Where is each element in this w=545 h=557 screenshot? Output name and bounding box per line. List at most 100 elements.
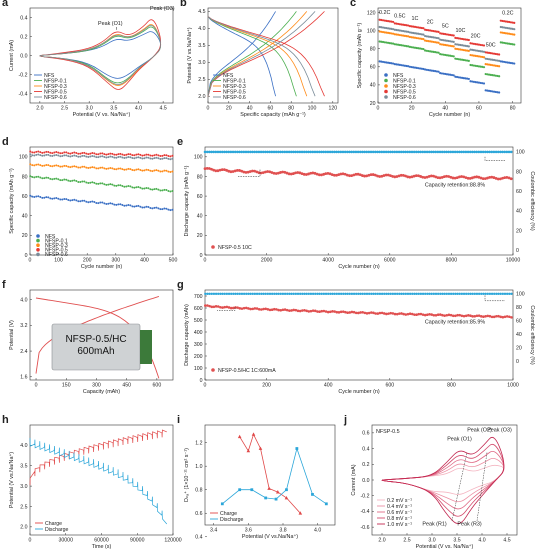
panel-g-capacity-point [296, 309, 300, 313]
panel-a-ytick-label: -0.4 [19, 91, 28, 97]
panel-g-capacity-point [439, 313, 442, 316]
panel-c-point [405, 30, 408, 33]
panel-b-letter: b [180, 0, 187, 9]
panel-g-ce-point [436, 292, 440, 296]
panel-d-point [163, 154, 166, 157]
panel-c-point [487, 73, 491, 76]
panel-e-capacity-point [477, 175, 481, 179]
panel-b-legend-label: NFSP-0.5 [223, 89, 246, 95]
panel-e-ce-point [307, 150, 310, 154]
panel-c-point [503, 26, 506, 29]
panel-d-point [147, 187, 150, 190]
panel-d-point [91, 154, 94, 157]
panel-d-point [65, 198, 68, 201]
panel-g-ce-point [227, 292, 231, 296]
panel-g-ce-point [473, 292, 477, 296]
panel-d-point [101, 201, 104, 204]
panel-g-ce-point [445, 292, 448, 296]
panel-d-point [55, 197, 58, 200]
panel-c-point [388, 32, 391, 35]
panel-j-peak-o3: Peak (O3) [487, 427, 512, 433]
panel-d-point [163, 207, 166, 210]
panel-g-capacity-point [359, 311, 362, 314]
panel-d-point [79, 155, 82, 158]
panel-d-point [119, 152, 122, 155]
panel-g-ce-point [281, 292, 285, 296]
panel-g-capacity-point [497, 314, 500, 318]
panel-e-capacity-point [393, 175, 397, 179]
panel-e-y2label: Coulombic efficiency (%) [529, 171, 535, 230]
panel-g-capacity-point [393, 312, 397, 316]
panel-i-series-line [222, 447, 327, 505]
panel-c-ytick-label: 80 [370, 47, 376, 53]
panel-c-point [430, 29, 433, 32]
panel-g-capacity-point [223, 305, 227, 309]
panel-g-capacity-point [324, 310, 328, 313]
panel-h-frame [29, 424, 174, 536]
panel-g-ce-point [247, 292, 250, 296]
panel-g-ce-point [236, 292, 239, 296]
panel-d-legend-label: NFS [45, 234, 56, 240]
panel-g-ce-point [426, 292, 429, 296]
panel-e-ce-point [486, 150, 489, 154]
panel-c-point [395, 33, 398, 36]
panel-j-title: NFSP-0.5 [376, 429, 400, 435]
panel-g-ce-point [372, 292, 375, 296]
panel-g-capacity-point [333, 310, 336, 313]
panel-d-point [125, 153, 128, 156]
panel-d-point [107, 202, 110, 205]
panel-d-point [99, 152, 102, 155]
panel-g-capacity-point [510, 316, 513, 319]
panel-g-capacity-point [495, 314, 498, 318]
panel-d-point [35, 175, 38, 178]
panel-j-guide-line [476, 452, 488, 521]
panel-g-capacity-point [331, 310, 334, 313]
panel-d-point [113, 156, 116, 159]
panel-g-capacity-point [395, 312, 399, 316]
panel-e-ce-point [300, 150, 304, 154]
panel-d-point [51, 165, 54, 168]
panel-c-point [427, 29, 430, 32]
panel-d-point [63, 197, 66, 200]
panel-c-legend-swatch [384, 78, 388, 83]
panel-g-ce-point [417, 292, 420, 296]
panel-c-point [513, 28, 516, 31]
panel-c-point [418, 67, 422, 70]
panel-c-point [479, 55, 482, 58]
panel-d-point [145, 156, 148, 159]
panel-c-ytick-label: 100 [367, 28, 376, 34]
panel-c-point [390, 32, 393, 35]
panel-d-point [43, 196, 46, 199]
panel-e-ce-point [430, 150, 433, 154]
panel-e-arrow-right [484, 156, 505, 161]
panel-i-point [250, 488, 254, 492]
panel-c-point [385, 31, 388, 34]
panel-i-xtick-label: 3.8 [279, 528, 286, 534]
panel-g-ce-point [286, 292, 289, 296]
panel-e-ce-point [391, 150, 394, 154]
panel-d-point [69, 155, 72, 158]
panel-c-point [487, 58, 491, 61]
panel-a-ytick-label: -0.2 [19, 72, 28, 78]
panel-d-point [63, 164, 66, 167]
panel-d-point [91, 166, 94, 169]
panel-c-point [447, 54, 450, 57]
panel-c-point [491, 58, 494, 61]
panel-e-ylabel: Discharge capacity (mAh g⁻¹) [184, 165, 190, 236]
panel-e-ytick-label: 100 [194, 155, 203, 161]
panel-d-point [133, 169, 136, 172]
panel-g-capacity-point [378, 311, 382, 315]
panel-e-capacity-point [356, 172, 360, 176]
panel-d-point [155, 153, 158, 156]
panel-e-ce-point [285, 150, 289, 154]
panel-j-ytick-label: -0.6 [361, 525, 370, 531]
panel-c-point [449, 44, 452, 47]
panel-e-capacity-point [251, 169, 254, 173]
panel-c-point [469, 80, 472, 83]
panel-d-xtick-label: 100 [54, 258, 63, 264]
panel-e-ce-point [305, 150, 308, 154]
panel-d-point [85, 152, 88, 155]
panel-a-series-line [39, 25, 162, 85]
panel-c-point [432, 36, 435, 39]
panel-d-point [151, 154, 154, 157]
